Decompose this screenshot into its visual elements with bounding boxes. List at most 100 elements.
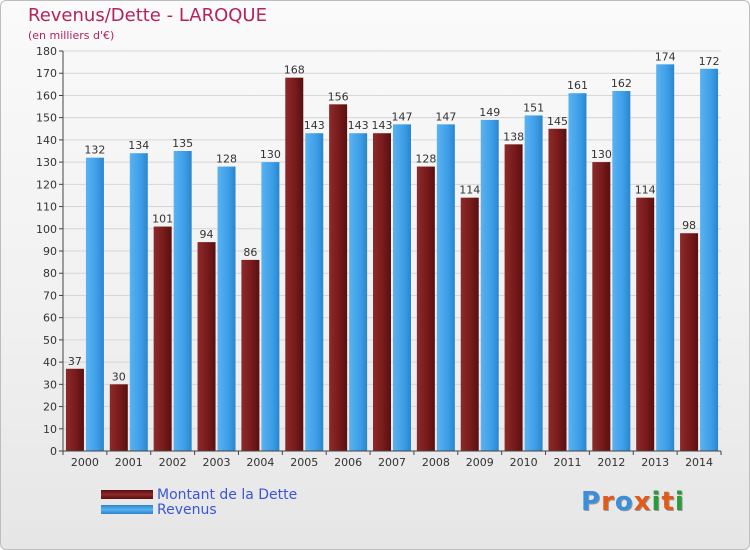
y-tick-label: 150: [36, 112, 57, 125]
y-tick-label: 30: [43, 378, 57, 391]
logo-letter: o: [614, 487, 634, 517]
logo-letter: t: [661, 487, 675, 517]
y-tick-label: 130: [36, 156, 57, 169]
bar-revenus: [173, 151, 192, 451]
bar-revenus: [305, 133, 324, 451]
bar-revenus: [217, 166, 236, 452]
x-tick-label: 2010: [510, 456, 538, 469]
x-axis: 2000 2001 2002 2003 2004 2005 2006 2007 2008 2009…: [62, 450, 722, 469]
x-tick-label: 2008: [422, 456, 450, 469]
data-label-dette: 114: [635, 184, 656, 197]
x-tick-label: 2011: [553, 456, 581, 469]
legend-item-dette: Montant de la Dette: [101, 486, 298, 503]
legend-label-dette: Montant de la Dette: [157, 486, 298, 503]
gridlines: [63, 50, 721, 452]
y-tick-label: 170: [36, 67, 57, 80]
bar-revenus: [612, 91, 631, 451]
data-label-dette: 94: [200, 228, 214, 241]
data-label-revenus: 143: [348, 119, 369, 132]
legend-label-revenus: Revenus: [157, 501, 217, 518]
data-label-dette: 86: [243, 246, 257, 259]
legend-swatch-dette: [101, 490, 153, 499]
y-axis: 0 10 20 30 40 50 60 70 80 90 100 110 120 130 140 150 160…: [36, 45, 64, 458]
data-label-revenus: 128: [216, 153, 237, 166]
logo-letter: r: [601, 487, 615, 517]
logo-letter: P: [581, 487, 602, 517]
data-label-revenus: 132: [84, 144, 105, 157]
x-tick-label: 2012: [597, 456, 625, 469]
data-label-dette: 145: [547, 115, 568, 128]
y-tick-label: 110: [36, 201, 57, 214]
chart-subtitle: (en milliers d'€): [28, 29, 115, 42]
bar-dette: [153, 226, 172, 451]
bar-revenus: [349, 133, 368, 451]
data-label-dette: 168: [284, 64, 305, 77]
bar-revenus: [436, 124, 455, 451]
x-tick-label: 2004: [246, 456, 274, 469]
data-label-revenus: 134: [128, 139, 149, 152]
y-tick-label: 160: [36, 89, 57, 102]
data-label-revenus: 143: [304, 119, 325, 132]
bar-revenus: [393, 124, 411, 451]
legend-swatch-revenus: [101, 505, 153, 514]
bar-revenus: [656, 64, 675, 452]
y-tick-label: 100: [36, 223, 57, 236]
x-tick-label: 2002: [159, 456, 187, 469]
data-label-dette: 37: [68, 355, 82, 368]
data-label-revenus: 174: [655, 50, 676, 63]
y-tick-label: 10: [43, 423, 57, 436]
x-tick-label: 2009: [466, 456, 494, 469]
y-tick-label: 180: [36, 45, 57, 58]
data-label-revenus: 135: [172, 137, 193, 150]
bar-dette: [680, 233, 699, 451]
bar-dette: [197, 242, 216, 451]
data-label-revenus: 147: [392, 110, 413, 123]
x-tick-label: 2006: [334, 456, 362, 469]
data-label-revenus: 147: [435, 110, 456, 123]
bar-dette: [592, 162, 611, 451]
data-label-revenus: 130: [260, 148, 281, 161]
y-tick-label: 120: [36, 178, 57, 191]
x-tick-label: 2005: [290, 456, 318, 469]
bar-revenus: [129, 153, 148, 451]
bar-revenus: [700, 68, 719, 452]
y-tick-label: 0: [50, 445, 57, 458]
data-label-dette: 30: [112, 370, 126, 383]
bar-dette: [504, 144, 523, 452]
bar-dette: [416, 166, 435, 452]
y-tick-label: 80: [43, 267, 57, 280]
bar-revenus: [85, 157, 104, 451]
data-label-dette: 143: [372, 119, 393, 132]
bar-dette: [636, 197, 655, 451]
data-label-revenus: 162: [611, 77, 632, 90]
bar-revenus: [524, 115, 543, 451]
x-tick-label: 2013: [641, 456, 669, 469]
bars: [65, 64, 719, 452]
y-tick-label: 140: [36, 134, 57, 147]
data-label-dette: 114: [459, 184, 480, 197]
data-label-revenus: 151: [523, 101, 544, 114]
logo-letter: i: [674, 487, 685, 517]
x-tick-label: 2003: [203, 456, 231, 469]
x-tick-label: 2014: [685, 456, 713, 469]
legend: Montant de la Dette Revenus: [101, 486, 298, 518]
logo-letter: i: [651, 487, 662, 517]
y-tick-label: 40: [43, 356, 57, 369]
data-label-dette: 130: [591, 148, 612, 161]
logo-letter: x: [633, 487, 652, 517]
bar-dette: [285, 77, 304, 452]
y-tick-label: 20: [43, 401, 57, 414]
proxiti-logo: Proxiti: [581, 487, 685, 517]
y-tick-label: 60: [43, 312, 57, 325]
bar-dette: [373, 133, 391, 451]
x-tick-label: 2007: [378, 456, 406, 469]
bar-dette: [460, 197, 479, 451]
data-label-revenus: 161: [567, 79, 588, 92]
bar-revenus: [568, 93, 587, 451]
y-tick-label: 50: [43, 334, 57, 347]
bar-dette: [329, 104, 348, 451]
data-label-revenus: 149: [479, 106, 500, 119]
